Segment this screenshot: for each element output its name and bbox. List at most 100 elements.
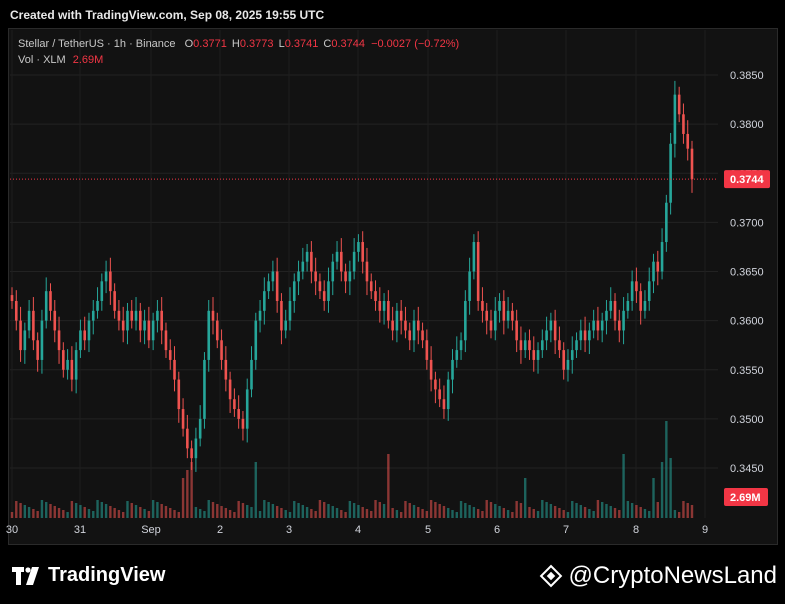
volume-bar bbox=[588, 509, 591, 518]
volume-bar bbox=[476, 509, 480, 518]
candle-body bbox=[682, 114, 685, 134]
candle-body bbox=[228, 379, 232, 400]
candle-body bbox=[553, 320, 557, 341]
candle-body bbox=[626, 300, 630, 311]
tradingview-logo[interactable]: TradingView bbox=[12, 564, 165, 587]
candle-body bbox=[301, 261, 305, 272]
candle-body bbox=[464, 300, 467, 341]
candle-body bbox=[515, 320, 518, 341]
candle-body bbox=[660, 242, 664, 272]
candle-body bbox=[541, 340, 544, 351]
volume-bar bbox=[177, 512, 180, 518]
candle-body bbox=[83, 330, 87, 341]
volume-bar bbox=[472, 507, 476, 518]
volume-bar bbox=[417, 507, 420, 518]
volume-bar bbox=[36, 511, 39, 518]
candle-body bbox=[186, 428, 189, 449]
volume-bar bbox=[387, 454, 390, 518]
volume-bar bbox=[19, 503, 22, 518]
volume-bar bbox=[74, 503, 78, 518]
volume-bar bbox=[524, 478, 527, 518]
candle-body bbox=[49, 291, 52, 311]
volume-bar bbox=[331, 506, 334, 518]
legend-volume-row: Vol · XLM 2.69M bbox=[18, 52, 459, 68]
volume-bar bbox=[506, 510, 510, 518]
candle-body bbox=[292, 281, 296, 301]
volume-bar bbox=[45, 502, 48, 518]
volume-bar bbox=[596, 500, 600, 518]
volume-bar bbox=[305, 507, 309, 518]
candle-body bbox=[74, 350, 78, 380]
candle-body bbox=[562, 350, 565, 370]
volume-bar bbox=[352, 503, 356, 518]
candle-body bbox=[412, 320, 416, 341]
watermark: @CryptoNewsLand bbox=[539, 562, 777, 590]
candle-body bbox=[250, 359, 253, 390]
candle-body bbox=[446, 379, 450, 410]
candle-body bbox=[126, 310, 129, 331]
volume-bar bbox=[515, 501, 518, 518]
volume-bar bbox=[10, 512, 14, 518]
candle-body bbox=[549, 320, 553, 331]
candle-body bbox=[579, 330, 583, 341]
x-tick-label: 3 bbox=[286, 524, 292, 536]
volume-bar bbox=[421, 509, 424, 518]
volume-bar bbox=[682, 501, 685, 518]
candle-body bbox=[605, 310, 608, 321]
candle-body bbox=[613, 300, 617, 321]
x-tick-label: 2 bbox=[217, 524, 223, 536]
candle-body bbox=[455, 350, 459, 360]
candle-body bbox=[233, 399, 236, 410]
candle-body bbox=[327, 281, 330, 301]
candles bbox=[10, 80, 694, 472]
candle-body bbox=[523, 340, 527, 351]
volume-bar bbox=[327, 504, 330, 518]
volume-bar bbox=[485, 500, 488, 518]
candle-body bbox=[519, 340, 523, 351]
volume-bar bbox=[665, 421, 668, 518]
top-bar: Created with TradingView.com, Sep 08, 20… bbox=[0, 0, 785, 28]
volume-bar bbox=[70, 501, 74, 518]
candle-body bbox=[575, 340, 578, 351]
volume-bar bbox=[541, 500, 544, 518]
candle-body bbox=[96, 300, 99, 311]
volume-bar bbox=[27, 507, 31, 518]
candle-body bbox=[139, 310, 142, 331]
candle-body bbox=[275, 271, 279, 301]
volume-bar bbox=[134, 505, 138, 518]
volume-bar bbox=[378, 502, 381, 518]
volume-bar bbox=[207, 500, 210, 518]
candle-body bbox=[369, 281, 373, 292]
candle-body bbox=[639, 291, 642, 311]
candle-body bbox=[399, 310, 403, 321]
candle-body bbox=[421, 330, 424, 341]
volume-bar bbox=[57, 508, 61, 518]
volume-bar bbox=[536, 511, 540, 518]
volume-bar bbox=[434, 502, 437, 518]
volume-bar bbox=[583, 507, 587, 518]
candle-body bbox=[630, 281, 634, 301]
volume-bar bbox=[442, 506, 446, 518]
close-value: 0.3744 bbox=[331, 38, 366, 50]
y-tick-label: 0.3500 bbox=[730, 414, 764, 426]
volume-bar bbox=[186, 470, 189, 518]
candle-body bbox=[382, 300, 386, 311]
tradingview-brand: TradingView bbox=[48, 564, 166, 586]
volume-bar bbox=[660, 462, 664, 518]
candle-body bbox=[267, 281, 270, 292]
volume-bar bbox=[301, 505, 305, 518]
candle-body bbox=[245, 389, 249, 429]
volume-bar bbox=[656, 502, 659, 518]
candle-body bbox=[53, 310, 57, 331]
candle-body bbox=[314, 271, 317, 282]
volume-bar bbox=[323, 502, 326, 518]
volume-bar bbox=[626, 501, 630, 518]
tradingview-logo-icon bbox=[12, 566, 39, 585]
volume-bar bbox=[297, 503, 300, 518]
volume-bar bbox=[113, 508, 116, 518]
volume-bar bbox=[468, 505, 471, 518]
y-tick-label: 0.3650 bbox=[730, 267, 764, 279]
candle-body bbox=[361, 242, 364, 262]
y-tick-label: 0.3600 bbox=[730, 316, 764, 328]
